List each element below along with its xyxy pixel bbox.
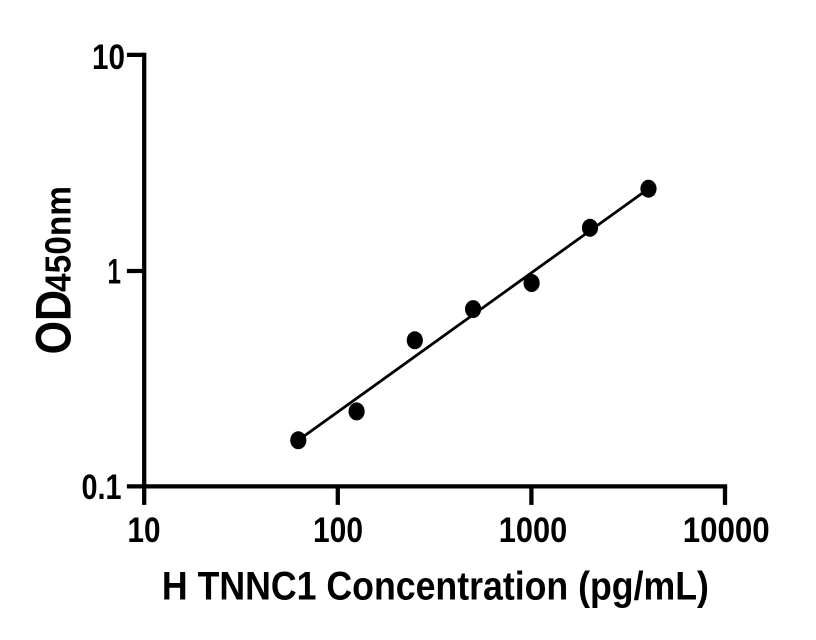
svg-text:10000: 10000 [683, 511, 770, 550]
svg-text:0.1: 0.1 [82, 468, 122, 507]
svg-text:1000: 1000 [499, 511, 568, 550]
svg-text:10: 10 [128, 511, 161, 550]
svg-text:1: 1 [108, 252, 122, 291]
svg-text:10: 10 [92, 38, 125, 77]
svg-text:450nm: 450nm [38, 186, 79, 292]
svg-text:OD: OD [25, 290, 82, 355]
svg-text:100: 100 [313, 511, 363, 550]
svg-text:H TNNC1 Concentration (pg/mL): H TNNC1 Concentration (pg/mL) [162, 564, 709, 608]
